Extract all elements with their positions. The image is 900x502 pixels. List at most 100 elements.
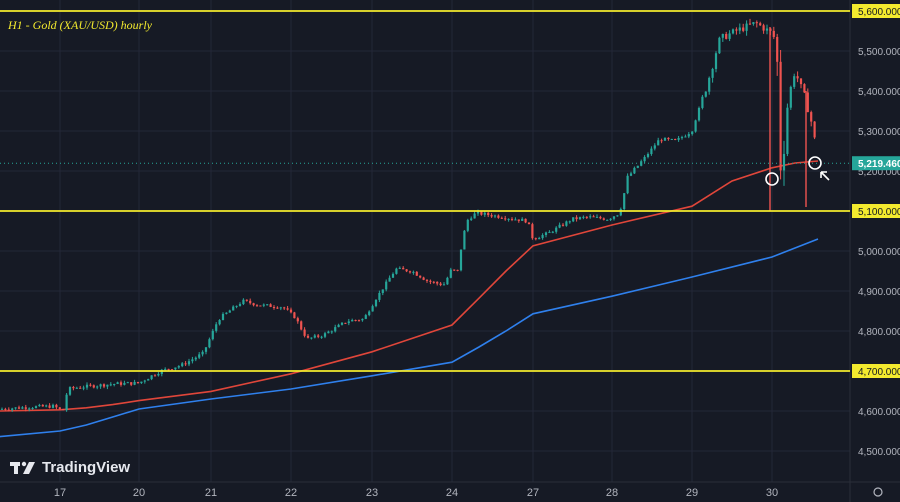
level-label: 5,100.000 — [858, 207, 900, 218]
candle-body — [334, 327, 337, 332]
candle-body — [813, 121, 816, 138]
candle-body — [405, 269, 408, 272]
candle-body — [595, 216, 599, 218]
candle-body — [599, 216, 602, 219]
candle-body — [422, 277, 425, 280]
candle-body — [493, 215, 497, 217]
candle-body — [572, 217, 575, 222]
candle-body — [82, 387, 85, 389]
candle-body — [51, 404, 55, 408]
candle-body — [24, 407, 27, 409]
candle-body — [395, 268, 398, 274]
candle-body — [262, 304, 265, 306]
candle-body — [340, 322, 344, 325]
y-tick-label: 5,400.000 — [858, 87, 900, 98]
candle-body — [272, 306, 276, 308]
candle-body — [633, 167, 636, 174]
candle-body — [765, 28, 769, 31]
candle-body — [106, 384, 109, 387]
candle-body — [470, 218, 473, 220]
candle-body — [759, 23, 762, 26]
candle-body — [612, 216, 616, 219]
candle-body — [371, 306, 374, 312]
candle-body — [357, 320, 361, 322]
candle-body — [762, 25, 765, 31]
candle-body — [320, 336, 323, 338]
candle-body — [663, 137, 667, 141]
candle-body — [738, 27, 741, 31]
candle-body — [347, 321, 350, 324]
candle-body — [381, 289, 384, 293]
candle-body — [803, 84, 806, 93]
level-label: 5,600.000 — [858, 7, 900, 18]
last-price-label: 5,219.460 — [858, 159, 900, 170]
x-tick-label: 30 — [766, 487, 778, 499]
candle-body — [238, 304, 242, 306]
x-tick-label: 20 — [133, 487, 145, 499]
last-price-box — [852, 156, 900, 171]
candle-body — [714, 53, 718, 69]
candle-body — [551, 231, 554, 233]
candle-body — [235, 305, 238, 307]
chart-title: H1 - Gold (XAU/USD) hourly — [8, 18, 152, 32]
candle-body — [55, 404, 58, 408]
candle-body — [419, 275, 422, 278]
candle-body — [674, 138, 677, 140]
candle-body — [629, 173, 633, 176]
candle-body — [123, 382, 126, 385]
candle-body — [439, 283, 442, 286]
candle-body — [204, 347, 208, 352]
candle-body — [708, 77, 711, 92]
y-tick-label: 5,300.000 — [858, 127, 900, 138]
candle-body — [150, 375, 153, 380]
candle-body — [89, 384, 92, 386]
candle-body — [810, 112, 813, 122]
candle-body — [748, 23, 752, 25]
level-label-box — [852, 204, 900, 218]
candle-body — [266, 304, 269, 306]
candle-body — [456, 269, 459, 271]
candle-body — [45, 405, 48, 407]
candle-body — [531, 224, 534, 239]
candle-body — [0, 408, 4, 410]
candle-body — [568, 221, 571, 223]
candle-body — [38, 404, 41, 407]
candle-body — [327, 331, 330, 334]
candle-body — [449, 269, 452, 278]
candle-body — [62, 409, 65, 411]
candle-body — [585, 216, 588, 218]
candle-body — [534, 238, 537, 240]
candle-body — [575, 217, 578, 220]
x-tick-label: 22 — [285, 487, 297, 499]
candle-body — [507, 218, 510, 220]
candle-body — [14, 407, 17, 409]
level-label-box — [852, 364, 900, 378]
candle-body — [310, 337, 313, 339]
candle-body — [116, 382, 119, 385]
candle-body — [398, 267, 401, 269]
candle-body — [7, 409, 10, 411]
candle-body — [4, 408, 7, 410]
candle-body — [41, 404, 44, 407]
candle-body — [28, 408, 31, 410]
candle-body — [684, 136, 687, 138]
candle-body — [697, 107, 701, 121]
candle-body — [283, 307, 286, 309]
candle-body — [521, 218, 524, 221]
candle-body — [432, 281, 435, 283]
candle-body — [102, 384, 106, 387]
candle-body — [490, 215, 493, 217]
candle-body — [476, 211, 480, 214]
candle-body — [677, 138, 680, 140]
candle-body — [592, 216, 595, 218]
candle-body — [548, 231, 551, 233]
candle-body — [303, 329, 306, 336]
candle-body — [660, 140, 663, 142]
candle-body — [412, 271, 415, 273]
candle-body — [735, 29, 738, 31]
candle-body — [789, 86, 792, 108]
candle-body — [242, 299, 245, 305]
candle-body — [252, 303, 255, 306]
candle-body — [191, 359, 194, 362]
y-tick-label: 4,900.000 — [858, 287, 900, 298]
